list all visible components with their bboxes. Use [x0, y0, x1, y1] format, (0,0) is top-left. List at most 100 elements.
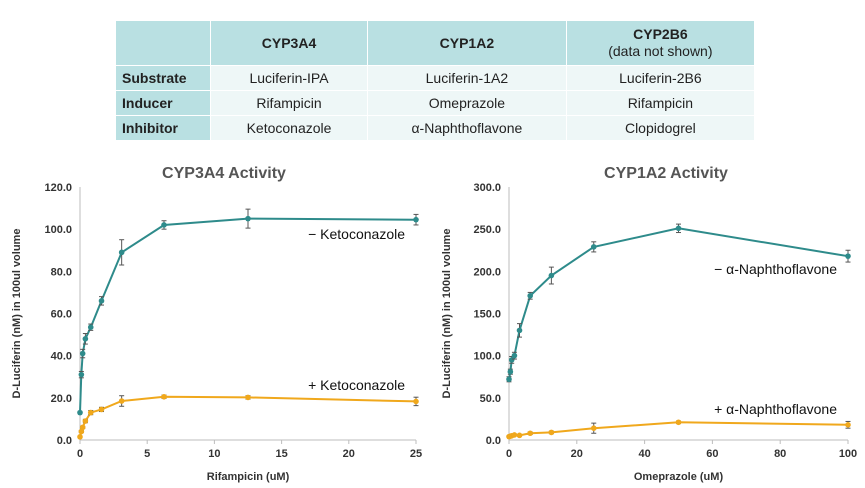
table-row: Inducer Rifampicin Omeprazole Rifampicin	[115, 90, 756, 116]
table-cell: Omeprazole	[367, 90, 567, 116]
table-cell: Ketoconazole	[209, 115, 369, 141]
series-group	[77, 208, 419, 416]
series-line	[508, 227, 849, 380]
x-tick-label: 100	[839, 448, 857, 460]
series-group	[506, 223, 851, 383]
table-cell: Rifampicin	[565, 90, 756, 116]
data-point	[98, 298, 105, 304]
table-header-cell: CYP1A2	[367, 20, 567, 66]
data-point	[516, 327, 523, 334]
series-annotation: − Ketoconazole	[308, 226, 405, 242]
x-tick-label: 60	[706, 448, 718, 460]
series-annotation: + α-Naphthoflavone	[714, 401, 837, 417]
series-annotation: − α-Naphthoflavone	[714, 261, 837, 277]
cyp1a2-activity-chart: CYP1A2 Activity 0.0 50.0 100.0 150.0 200.0 250…	[441, 165, 857, 483]
y-axis-label: D-Luciferin (nM) in 100ul volume	[441, 229, 453, 399]
data-point	[78, 371, 85, 378]
data-point	[845, 422, 851, 428]
x-tick-label: 15	[275, 448, 287, 460]
y-tick-label: 0.0	[486, 435, 501, 447]
data-point	[87, 324, 94, 331]
table-cell: α-Naphthoflavone	[367, 115, 567, 141]
table-header-cell: CYP2B6 (data not shown)	[565, 20, 756, 66]
data-point	[161, 222, 167, 228]
data-point	[79, 424, 86, 431]
chart-title: CYP1A2 Activity	[604, 165, 728, 182]
data-point	[675, 225, 682, 232]
data-point	[511, 352, 518, 359]
row-label: Inhibitor	[115, 115, 211, 141]
series-line	[79, 395, 417, 438]
header-note: (data not shown)	[608, 43, 713, 59]
y-tick-label: 50.0	[480, 393, 501, 405]
series-annotation: + Ketoconazole	[308, 377, 405, 393]
data-point	[511, 432, 518, 438]
y-tick-label: 250.0	[473, 224, 501, 236]
row-label: Substrate	[115, 65, 211, 91]
y-axis-label: D-Luciferin (nM) in 100ul volume	[11, 229, 23, 399]
data-point	[245, 215, 251, 222]
header-label: CYP3A4	[261, 34, 317, 51]
x-tick-label: 80	[774, 448, 786, 460]
x-tick-label: 20	[571, 448, 583, 460]
series-line	[79, 217, 417, 413]
x-tick-label: 20	[343, 448, 355, 460]
chart-title: CYP3A4 Activity	[162, 165, 286, 182]
y-tick-label: 20.0	[51, 393, 72, 405]
x-tick-label: 25	[410, 448, 422, 460]
data-point	[82, 336, 89, 342]
table-row: Substrate Luciferin-IPA Luciferin-1A2 Lu…	[115, 65, 756, 91]
data-point	[590, 244, 597, 250]
data-point	[413, 216, 419, 223]
y-tick-label: 100.0	[473, 351, 501, 363]
x-tick-label: 0	[506, 448, 512, 460]
x-tick-label: 0	[77, 448, 83, 460]
data-point	[118, 398, 125, 404]
table-cell: Luciferin-1A2	[367, 65, 567, 91]
data-point	[79, 350, 86, 357]
x-tick-label: 5	[144, 448, 150, 460]
y-tick-label: 80.0	[51, 266, 72, 278]
table-cell: Clopidogrel	[565, 115, 756, 141]
table-row: Inhibitor Ketoconazole α-Naphthoflavone …	[115, 115, 756, 141]
y-tick-label: 150.0	[473, 309, 501, 321]
x-tick-label: 40	[638, 448, 650, 460]
table-header-row: CYP3A4 CYP1A2 CYP2B6 (data not shown)	[115, 20, 756, 66]
data-point	[590, 425, 597, 431]
data-point	[548, 272, 555, 279]
header-label: CYP1A2	[439, 34, 495, 51]
cyp-table: CYP3A4 CYP1A2 CYP2B6 (data not shown) Sub…	[115, 20, 756, 141]
header-label: CYP2B6	[633, 26, 688, 42]
data-point	[548, 429, 555, 436]
table-corner-cell	[115, 20, 211, 66]
data-point	[675, 419, 682, 426]
series-group	[77, 393, 419, 440]
y-tick-label: 200.0	[473, 266, 501, 278]
y-tick-label: 100.0	[44, 224, 72, 236]
table-header-cell: CYP3A4	[209, 20, 369, 66]
data-point	[98, 406, 105, 413]
data-point	[527, 292, 533, 299]
table-cell: Luciferin-2B6	[565, 65, 756, 91]
row-label: Inducer	[115, 90, 211, 116]
y-tick-label: 0.0	[57, 435, 72, 447]
x-axis-label: Omeprazole (uM)	[634, 471, 724, 483]
data-point	[82, 418, 89, 424]
data-point	[516, 432, 523, 439]
data-point	[845, 253, 851, 259]
data-point	[507, 368, 514, 375]
data-point	[118, 249, 125, 256]
data-point	[77, 409, 83, 416]
data-point	[87, 409, 94, 416]
data-point	[527, 430, 533, 437]
y-tick-label: 60.0	[51, 309, 72, 321]
y-tick-label: 40.0	[51, 351, 72, 363]
table-cell: Luciferin-IPA	[209, 65, 369, 91]
cyp3a4-activity-chart: CYP3A4 Activity 0.0 20.0 40.0 60.0 80.0 100.0 1…	[11, 165, 422, 483]
data-point	[161, 393, 167, 400]
x-tick-label: 10	[208, 448, 220, 460]
data-point	[413, 398, 419, 405]
y-tick-label: 120.0	[44, 182, 72, 194]
data-point	[245, 394, 251, 401]
data-point	[506, 376, 512, 383]
